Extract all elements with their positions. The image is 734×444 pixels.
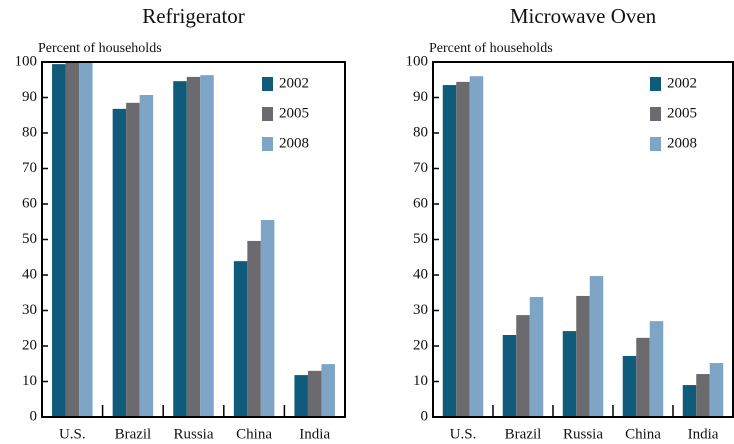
x-tick-label: Russia bbox=[173, 426, 213, 442]
bar bbox=[260, 219, 275, 417]
bar bbox=[696, 374, 710, 417]
y-tick-label: 90 bbox=[22, 89, 37, 105]
legend-swatch bbox=[650, 77, 661, 91]
legend-swatch bbox=[650, 137, 661, 151]
bar bbox=[65, 62, 80, 417]
bar bbox=[709, 363, 724, 417]
legend-swatch bbox=[262, 107, 273, 121]
bar bbox=[200, 75, 214, 417]
legend-label: 2002 bbox=[279, 75, 309, 91]
y-axis-label: Percent of households bbox=[38, 41, 162, 56]
y-tick-label: 50 bbox=[413, 231, 428, 247]
y-tick-label: 70 bbox=[413, 160, 428, 176]
bar bbox=[112, 108, 127, 418]
bar bbox=[233, 261, 248, 417]
legend-label: 2002 bbox=[667, 75, 697, 91]
bar bbox=[186, 76, 201, 417]
y-tick-label: 30 bbox=[22, 302, 37, 318]
x-tick-label: Russia bbox=[563, 426, 603, 442]
bar bbox=[682, 385, 697, 417]
legend-label: 2008 bbox=[279, 135, 309, 151]
y-tick-label: 20 bbox=[22, 337, 37, 353]
y-tick-label: 60 bbox=[413, 195, 428, 211]
bar bbox=[456, 81, 470, 417]
legend-label: 2008 bbox=[667, 135, 697, 151]
y-tick-label: 30 bbox=[413, 302, 428, 318]
y-tick-label: 40 bbox=[22, 266, 37, 282]
y-tick-label: 70 bbox=[22, 160, 37, 176]
x-tick-label: India bbox=[688, 426, 719, 442]
x-tick-label: China bbox=[236, 426, 272, 442]
chart-title: Microwave Oven bbox=[510, 4, 657, 28]
bar bbox=[649, 321, 664, 417]
x-tick-label: U.S. bbox=[450, 426, 477, 442]
bar bbox=[173, 81, 187, 418]
legend-swatch bbox=[650, 107, 661, 121]
x-tick-label: India bbox=[299, 426, 330, 442]
y-tick-label: 100 bbox=[15, 53, 38, 69]
y-tick-label: 10 bbox=[413, 373, 428, 389]
plot-frame bbox=[432, 61, 734, 418]
bar bbox=[469, 76, 484, 417]
x-tick-label: Brazil bbox=[505, 426, 542, 442]
chart-title: Refrigerator bbox=[142, 4, 245, 28]
y-tick-label: 100 bbox=[406, 53, 429, 69]
y-tick-label: 20 bbox=[413, 337, 428, 353]
bar bbox=[562, 331, 577, 417]
y-tick-label: 50 bbox=[22, 231, 37, 247]
bar bbox=[321, 364, 335, 417]
y-tick-label: 0 bbox=[30, 408, 38, 424]
y-tick-label: 60 bbox=[22, 195, 37, 211]
bar bbox=[529, 297, 544, 417]
bar bbox=[636, 337, 650, 417]
legend-label: 2005 bbox=[667, 105, 697, 121]
y-tick-label: 0 bbox=[421, 408, 429, 424]
x-tick-label: Brazil bbox=[115, 426, 152, 442]
bar bbox=[294, 375, 308, 417]
plot-frame bbox=[41, 61, 346, 418]
bar bbox=[247, 240, 261, 417]
bar bbox=[516, 315, 530, 417]
y-tick-label: 80 bbox=[22, 124, 37, 140]
x-tick-label: China bbox=[625, 426, 661, 442]
bar bbox=[576, 295, 590, 417]
y-tick-label: 40 bbox=[413, 266, 428, 282]
bar bbox=[52, 64, 66, 417]
bar bbox=[307, 370, 322, 417]
bar bbox=[139, 95, 154, 417]
bar bbox=[622, 355, 637, 417]
y-tick-label: 10 bbox=[22, 373, 37, 389]
bar bbox=[442, 85, 457, 417]
bar bbox=[502, 334, 517, 417]
y-tick-label: 80 bbox=[413, 124, 428, 140]
bar bbox=[589, 276, 604, 417]
legend-label: 2005 bbox=[279, 105, 309, 121]
y-tick-label: 90 bbox=[413, 89, 428, 105]
bar bbox=[126, 102, 140, 417]
y-axis-label: Percent of households bbox=[429, 41, 553, 56]
legend-swatch bbox=[262, 137, 273, 151]
x-tick-label: U.S. bbox=[59, 426, 86, 442]
bar bbox=[79, 62, 93, 417]
legend-swatch bbox=[262, 77, 273, 91]
